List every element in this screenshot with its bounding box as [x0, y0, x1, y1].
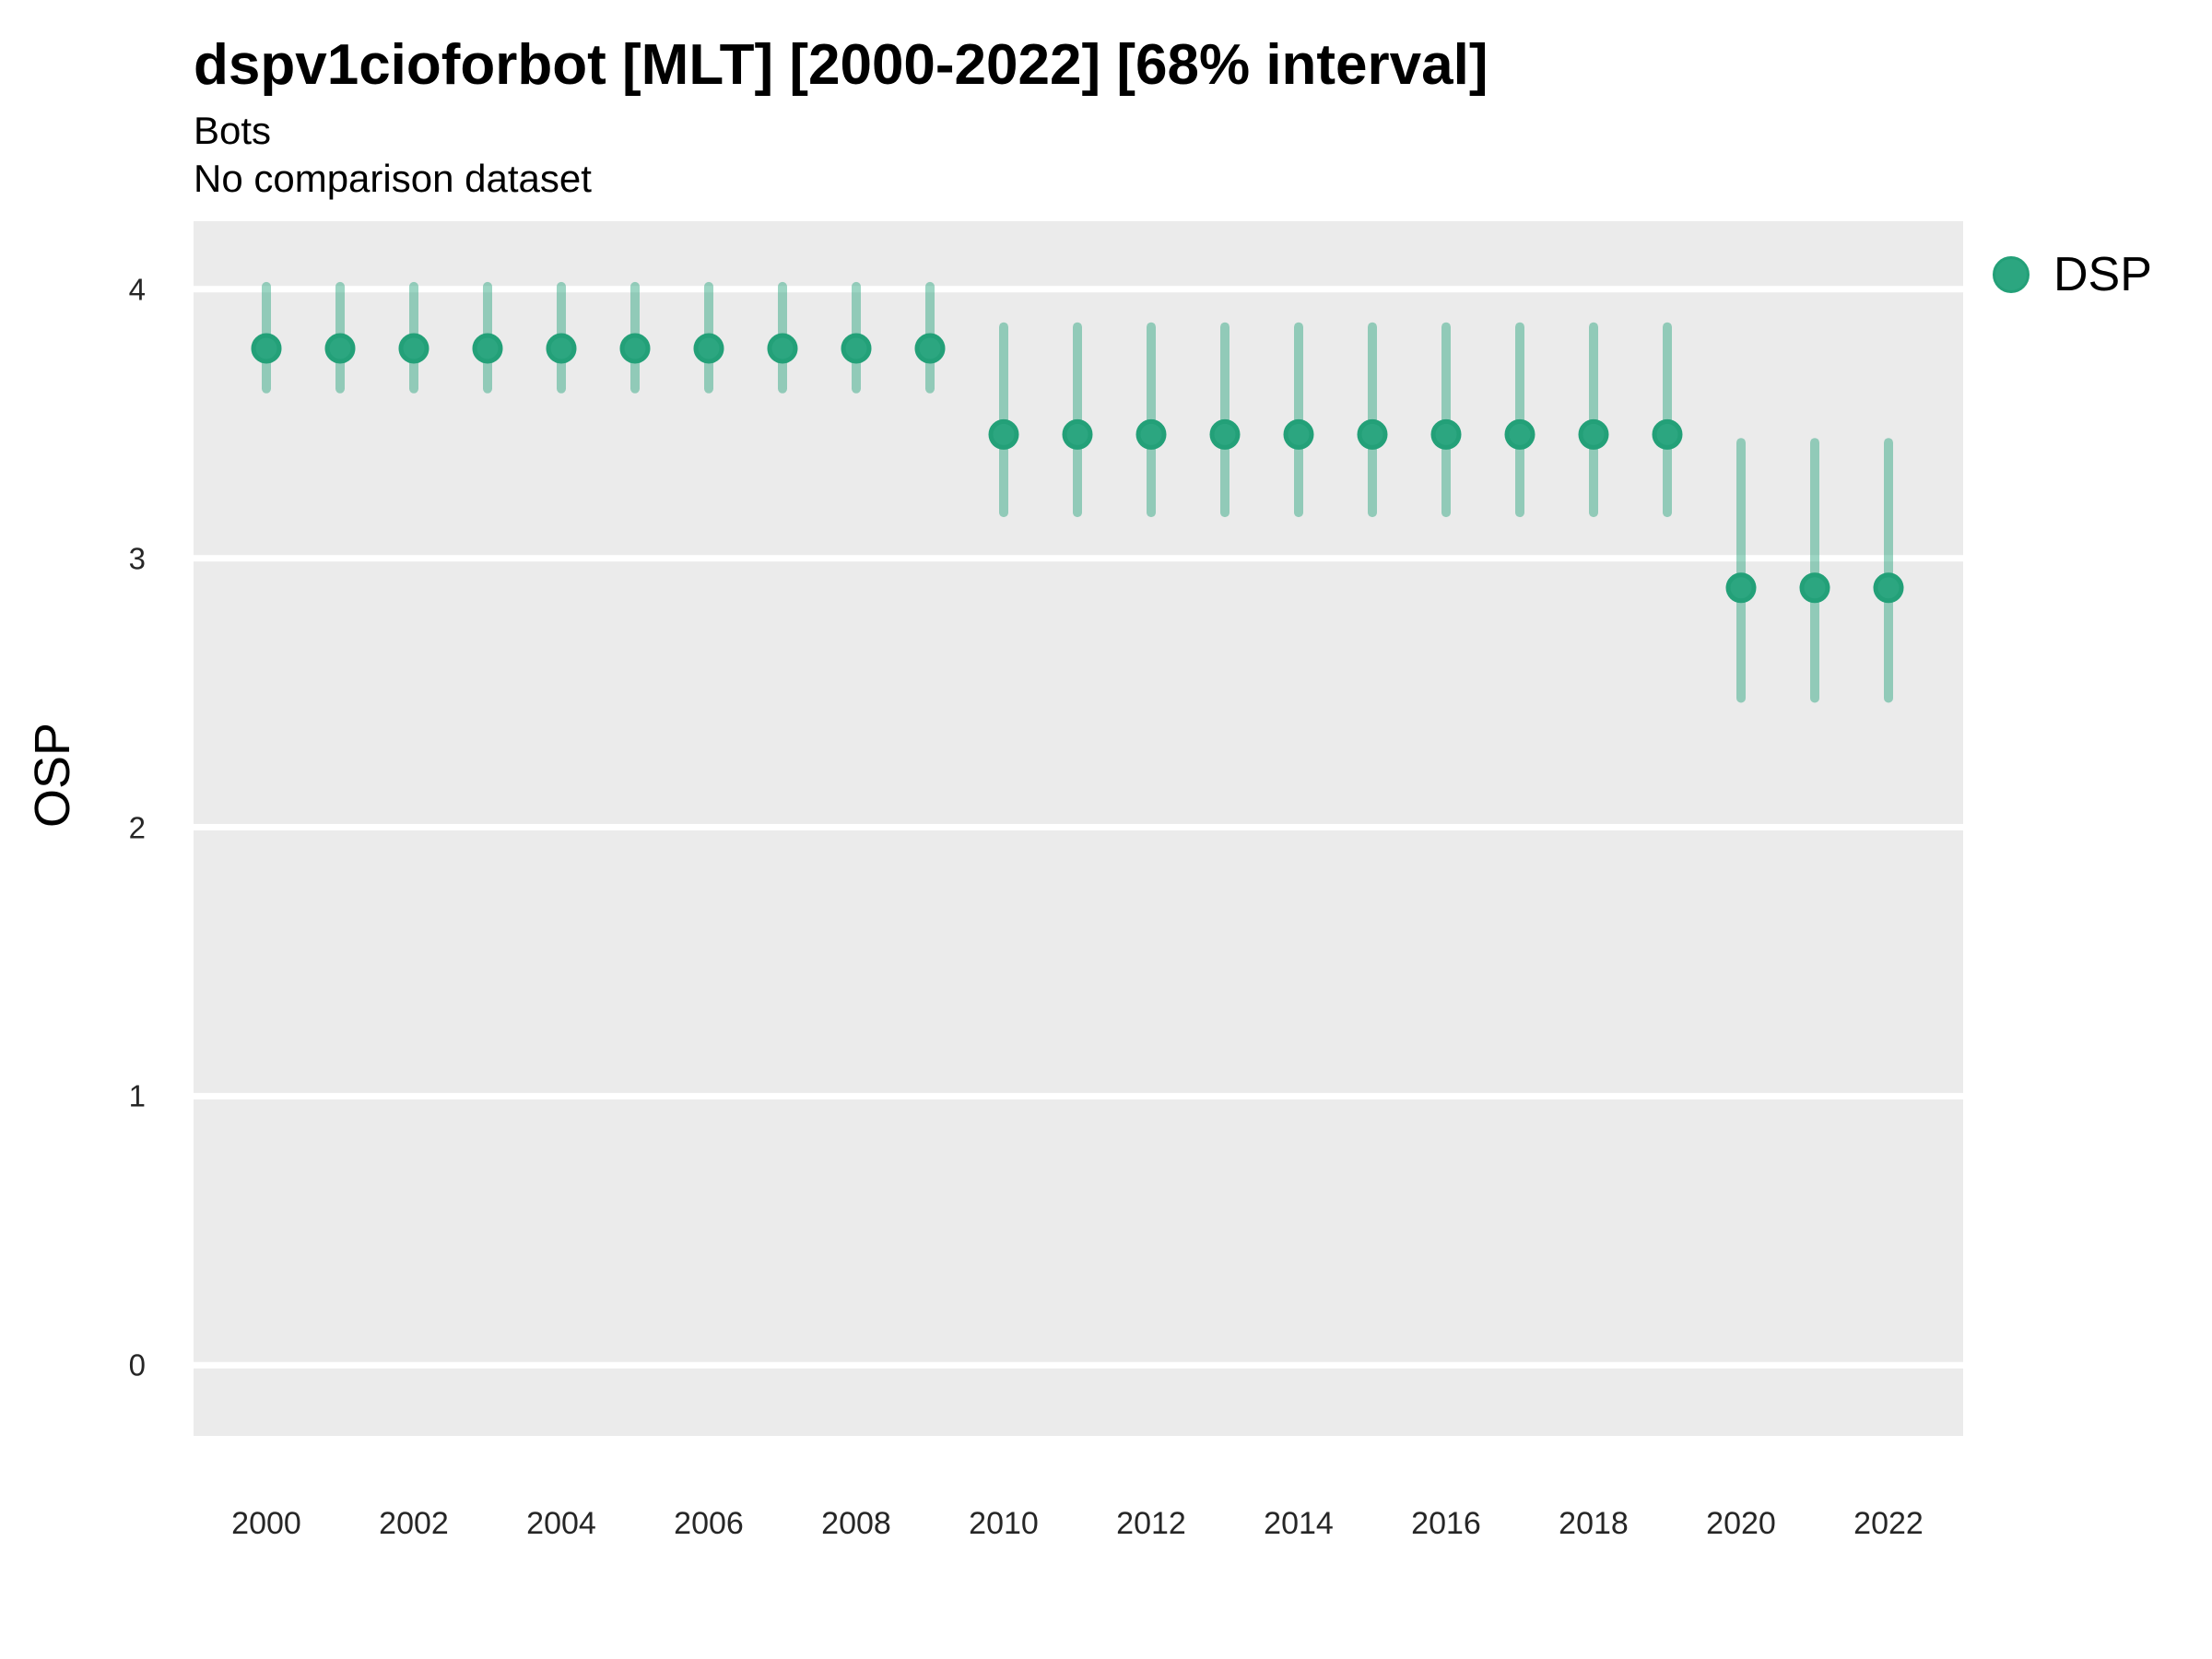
- data-point-2010[interactable]: [988, 418, 1019, 450]
- data-point-2007[interactable]: [767, 333, 798, 364]
- plot-canvas: [194, 281, 1963, 1369]
- data-point-2008[interactable]: [841, 333, 872, 364]
- data-point-2011[interactable]: [1062, 418, 1093, 450]
- data-point-2019[interactable]: [1652, 418, 1683, 450]
- y-tick-label-0: 0: [128, 1347, 146, 1382]
- data-point-2000[interactable]: [251, 333, 282, 364]
- data-point-2016[interactable]: [1430, 418, 1462, 450]
- data-point-2004[interactable]: [546, 333, 577, 364]
- data-point-2014[interactable]: [1283, 418, 1314, 450]
- data-point-2003[interactable]: [472, 333, 503, 364]
- data-point-2017[interactable]: [1504, 418, 1535, 450]
- x-tick-label-2016: 2016: [1411, 1506, 1481, 1541]
- chart-title: dspv1cioforbot [MLT] [2000-2022] [68% in…: [194, 33, 1488, 97]
- chart-subtitle: Bots: [194, 109, 272, 152]
- data-point-2022[interactable]: [1873, 572, 1904, 604]
- data-point-2002[interactable]: [398, 333, 429, 364]
- x-tick-label-2010: 2010: [969, 1506, 1039, 1541]
- x-tick-label-2018: 2018: [1559, 1506, 1629, 1541]
- x-tick-label-2022: 2022: [1853, 1506, 1924, 1541]
- legend: DSP: [1993, 251, 2152, 299]
- comparison-note: No comparison dataset: [194, 157, 592, 200]
- y-tick-label-4: 4: [128, 272, 146, 307]
- data-point-2012[interactable]: [1135, 418, 1167, 450]
- data-point-2021[interactable]: [1799, 572, 1830, 604]
- data-point-2006[interactable]: [693, 333, 724, 364]
- data-point-2013[interactable]: [1209, 418, 1241, 450]
- x-tick-label-2006: 2006: [674, 1506, 744, 1541]
- x-tick-label-2000: 2000: [231, 1506, 301, 1541]
- x-tick-label-2004: 2004: [526, 1506, 596, 1541]
- data-point-2005[interactable]: [619, 333, 651, 364]
- plot-panel: [194, 221, 1963, 1436]
- y-tick-label-1: 1: [128, 1078, 146, 1113]
- data-point-2001[interactable]: [324, 333, 356, 364]
- x-tick-label-2008: 2008: [821, 1506, 891, 1541]
- y-tick-label-2: 2: [128, 810, 146, 845]
- data-point-2009[interactable]: [914, 333, 946, 364]
- data-point-2020[interactable]: [1725, 572, 1757, 604]
- y-tick-label-3: 3: [128, 541, 146, 576]
- legend-label: DSP: [2053, 248, 2152, 301]
- legend-circle-icon: [1993, 256, 2030, 293]
- x-tick-label-2014: 2014: [1264, 1506, 1334, 1541]
- x-tick-label-2012: 2012: [1116, 1506, 1186, 1541]
- data-point-2015[interactable]: [1357, 418, 1388, 450]
- x-tick-label-2020: 2020: [1706, 1506, 1776, 1541]
- data-point-2018[interactable]: [1578, 418, 1609, 450]
- x-tick-label-2002: 2002: [379, 1506, 449, 1541]
